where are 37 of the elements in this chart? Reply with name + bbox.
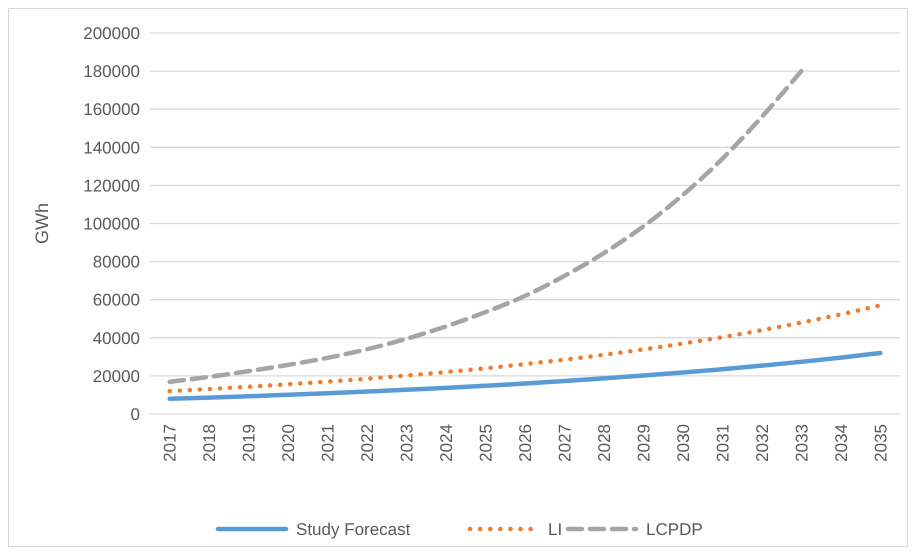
y-tick-label: 180000 [83, 62, 140, 82]
y-tick-label: 80000 [92, 252, 140, 272]
x-tick-label: 2025 [476, 424, 496, 462]
x-tick-label: 2032 [752, 424, 772, 462]
y-tick-label: 200000 [83, 24, 140, 43]
x-tick-label: 2028 [594, 424, 614, 462]
x-tick-label: 2031 [713, 424, 732, 462]
x-tick-label: 2022 [358, 424, 378, 462]
y-tick-label: 0 [130, 404, 140, 424]
x-tick-label: 2023 [398, 424, 417, 462]
x-tick-label: 2018 [200, 424, 220, 462]
y-tick-label: 40000 [92, 328, 140, 348]
x-tick-label: 2030 [674, 424, 693, 462]
legend-label: LCPDP [646, 520, 703, 539]
x-tick-label: 2019 [240, 424, 259, 462]
legend-label: Study Forecast [296, 520, 411, 539]
x-tick-label: 2033 [792, 424, 812, 462]
y-tick-label: 140000 [83, 138, 140, 158]
y-tick-label: 120000 [83, 176, 140, 196]
y-tick-label: 20000 [92, 366, 140, 386]
x-tick-label: 2024 [437, 424, 456, 462]
line-series [167, 303, 883, 394]
y-tick-label: 60000 [92, 290, 140, 310]
line-series [167, 68, 804, 384]
line-series [167, 350, 883, 402]
x-tick-label: 2035 [871, 424, 890, 462]
x-tick-label: 2017 [160, 424, 180, 462]
y-tick-label: 160000 [83, 100, 140, 120]
x-tick-label: 2034 [832, 424, 851, 462]
x-tick-label: 2027 [555, 424, 574, 462]
x-tick-label: 2029 [634, 424, 654, 462]
x-tick-label: 2026 [516, 424, 535, 462]
x-tick-label: 2021 [318, 424, 338, 462]
legend-label: LI [548, 520, 562, 539]
y-axis-title: GWh [32, 202, 52, 244]
y-tick-label: 100000 [83, 214, 140, 234]
x-tick-label: 2020 [279, 424, 298, 462]
